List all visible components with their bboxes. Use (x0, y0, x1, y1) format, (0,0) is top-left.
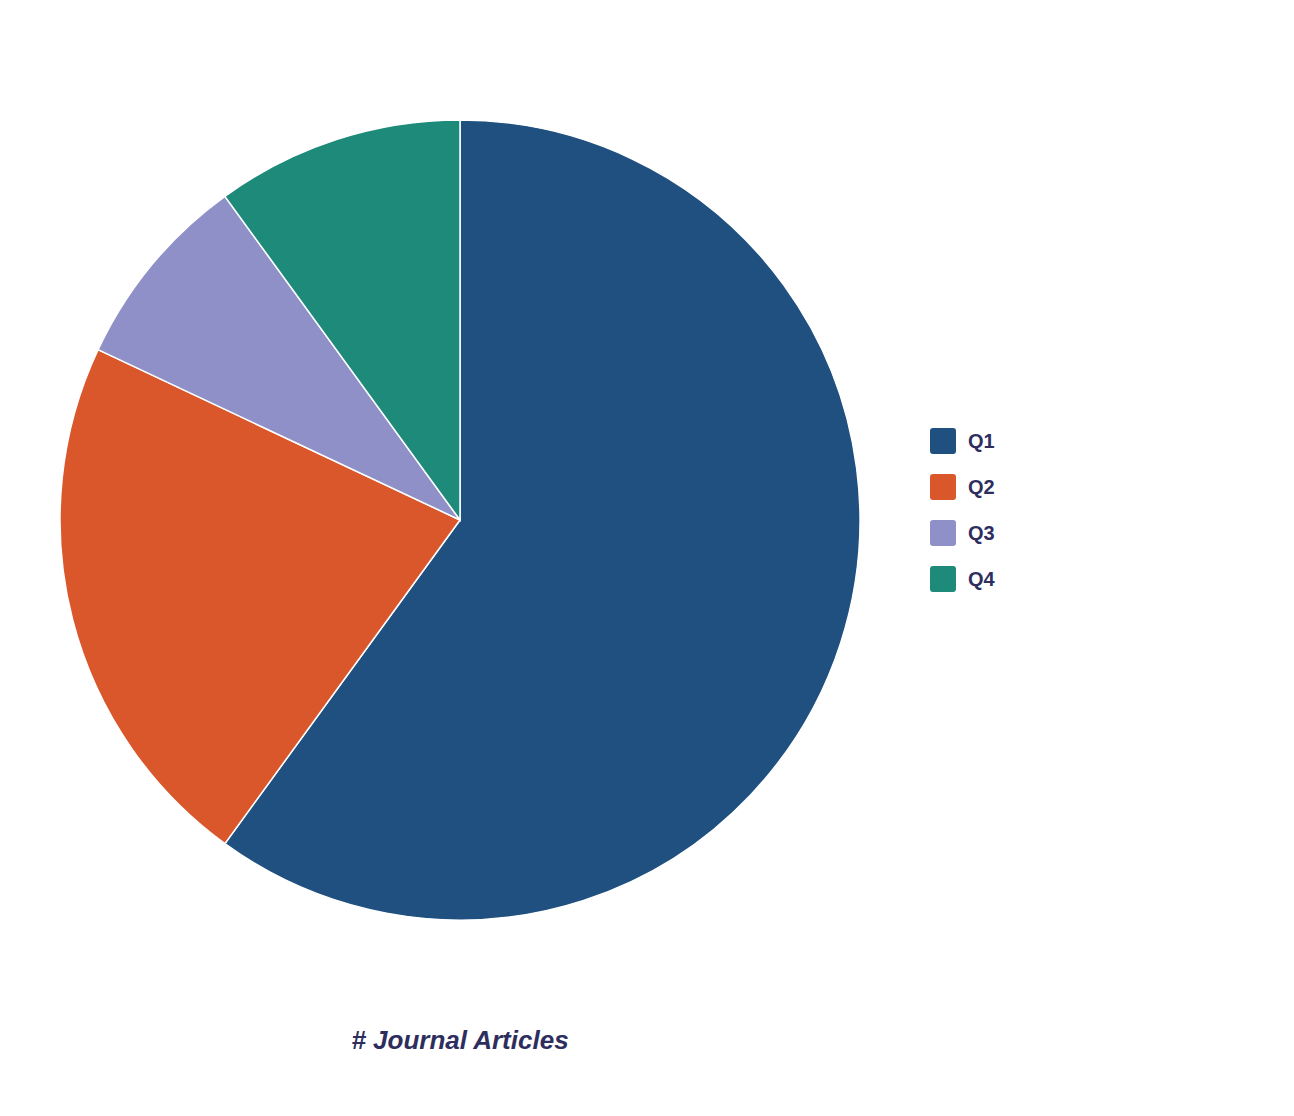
pie-slice (225, 120, 460, 520)
legend-label: Q2 (968, 476, 995, 498)
legend-label: Q4 (968, 568, 996, 590)
legend-swatch (930, 520, 956, 546)
legend-swatch (930, 566, 956, 592)
x-axis-label: # Journal Articles (351, 1025, 568, 1055)
chart-container: Q1 Q2 Q3 Q4 # Journal Articles (0, 0, 1294, 1116)
legend-label: Q1 (968, 430, 995, 452)
legend: Q1 Q2 Q3 Q4 (930, 428, 996, 592)
background (0, 0, 1294, 1116)
legend-swatch (930, 428, 956, 454)
pie (60, 120, 860, 920)
legend-swatch (930, 474, 956, 500)
chart: Q1 Q2 Q3 Q4 # Journal Articles (0, 0, 1294, 1116)
legend-label: Q3 (968, 522, 995, 544)
